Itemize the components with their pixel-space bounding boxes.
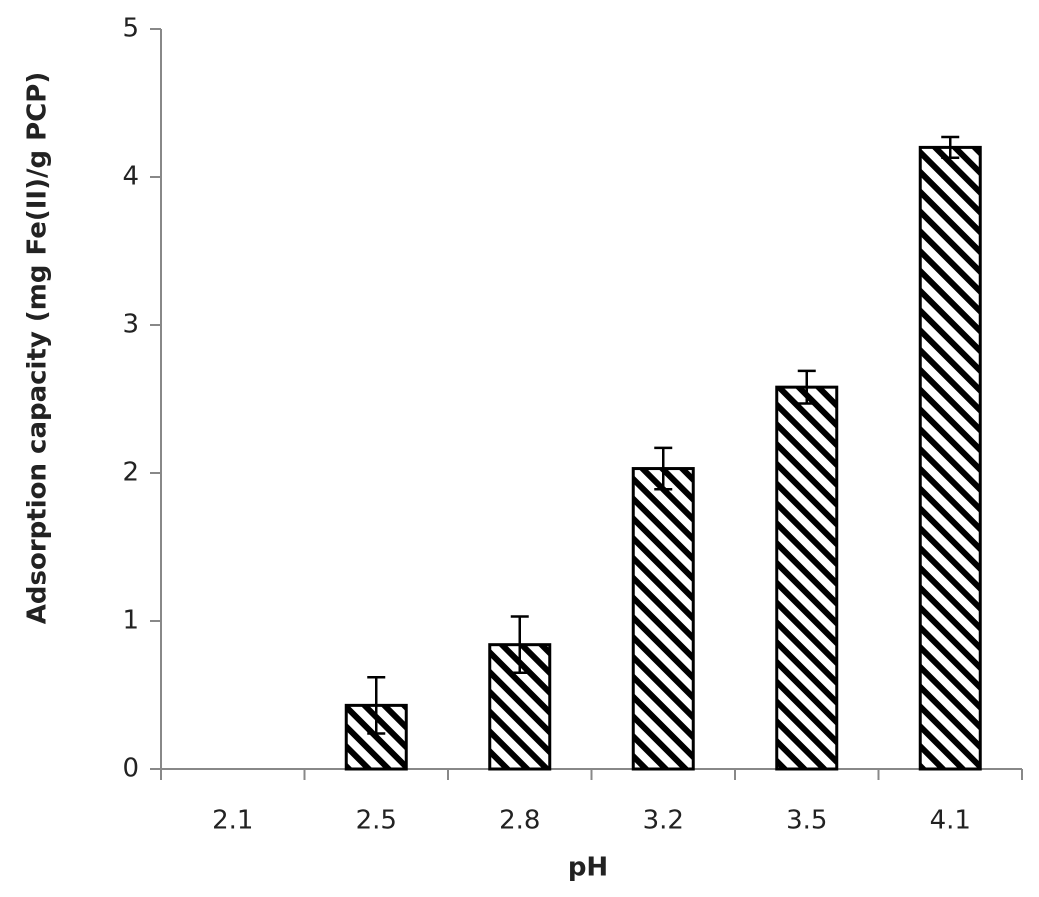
x-tick-label: 3.2 (643, 806, 684, 836)
y-tick-label: 0 (122, 754, 139, 784)
y-tick-label: 4 (122, 162, 139, 192)
x-tick-label: 3.5 (786, 806, 827, 836)
y-tick-label: 3 (122, 310, 139, 340)
bar (631, 467, 695, 771)
error-bar (941, 135, 960, 160)
x-axis-title: pH (568, 853, 608, 883)
error-bar (510, 615, 529, 675)
x-tick-label: 4.1 (930, 806, 971, 836)
y-tick-label: 2 (122, 458, 139, 488)
x-tick-label: 2.8 (499, 806, 540, 836)
bar (775, 385, 839, 771)
error-bar (654, 446, 673, 491)
x-tick-label: 2.1 (212, 806, 253, 836)
y-tick-label: 5 (122, 14, 139, 44)
error-bar (367, 675, 386, 735)
y-tick-label: 1 (122, 606, 139, 636)
error-bar (797, 369, 816, 405)
x-tick-label: 2.5 (356, 806, 397, 836)
y-axis-title: Adsorption capacity (mg Fe(II)/g PCP) (23, 72, 53, 624)
bar (918, 145, 982, 771)
